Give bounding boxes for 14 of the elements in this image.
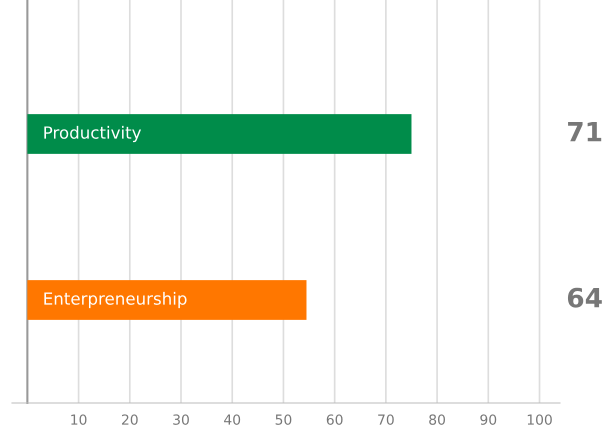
x-tick-label: 20 <box>122 414 138 425</box>
x-tick-label: 30 <box>173 414 189 425</box>
x-tick-label: 100 <box>528 414 552 425</box>
x-tick-label: 60 <box>326 414 343 425</box>
x-tick-label: 50 <box>276 414 292 425</box>
x-tick-label: 10 <box>71 414 86 425</box>
text: 71 <box>568 122 602 142</box>
x-tick-label: 40 <box>224 414 240 425</box>
x-tick-label: 80 <box>429 414 445 425</box>
x-tick-label: 90 <box>480 414 496 425</box>
y-tick-label: Productivity <box>44 126 142 142</box>
x-tick-label: 70 <box>378 414 394 425</box>
text: 64 <box>568 288 602 308</box>
y-tick-label: Enterpreneurship <box>44 292 187 308</box>
